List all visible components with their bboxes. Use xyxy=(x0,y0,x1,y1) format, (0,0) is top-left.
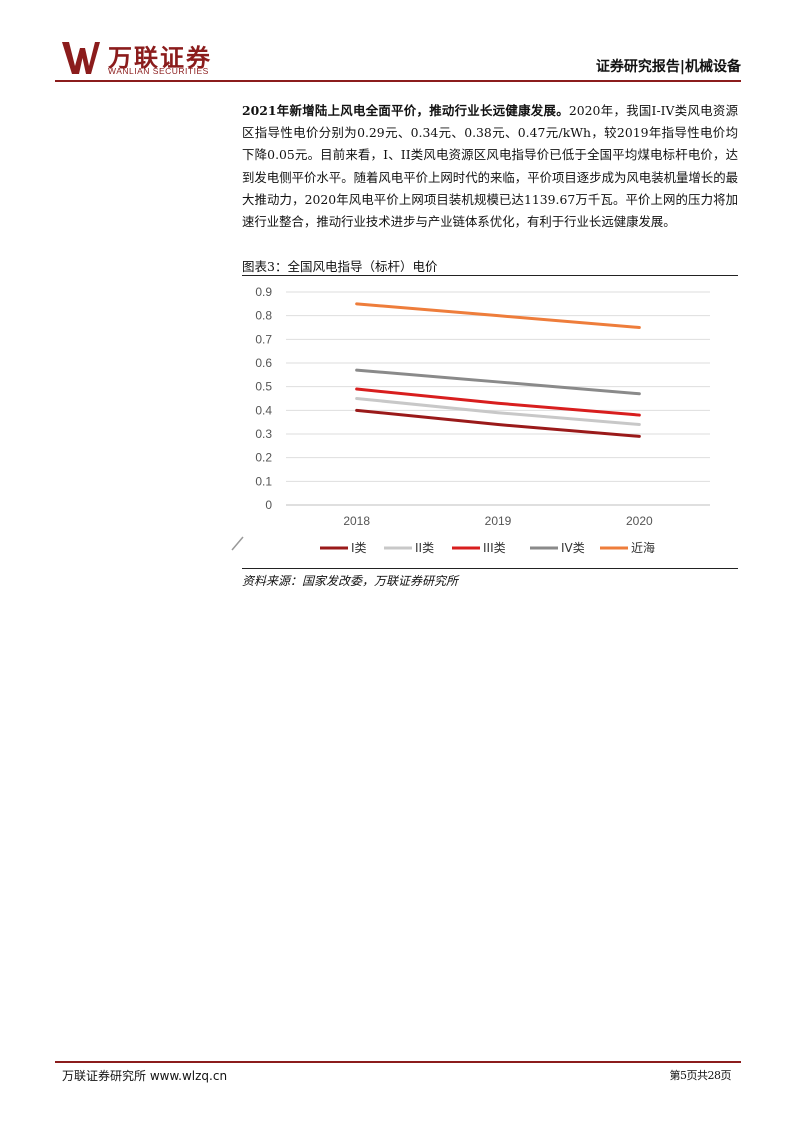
series-line xyxy=(355,387,641,417)
paragraph-text: 2020年，我国I-IV类风电资源区指导性电价分别为0.29元、0.34元、0.… xyxy=(242,103,738,230)
y-tick-label: 0.3 xyxy=(255,427,272,441)
price-line-chart: 0 0.1 0.2 0.3 0.4 0.5 0.6 0.7 0.8 0.9 2018 2019 2020… xyxy=(255,285,710,555)
figure-top-rule xyxy=(242,275,738,276)
pen-mark-icon xyxy=(231,536,244,551)
figure-title: 图表3：全国风电指导（标杆）电价 xyxy=(242,259,438,274)
x-tick-label: 2020 xyxy=(626,514,653,528)
logo-chinese-name: 万联证券 xyxy=(108,43,212,72)
x-tick-label: 2019 xyxy=(485,514,512,528)
y-tick-label: 0.6 xyxy=(255,356,272,370)
y-tick-label: 0.7 xyxy=(255,332,272,346)
y-tick-label: 0 xyxy=(265,498,272,512)
y-tick-label: 0.8 xyxy=(255,309,272,323)
report-type: 证券研究报告|机械设备 xyxy=(595,59,741,75)
page-number: 第5页共28页 xyxy=(669,1069,732,1082)
legend-label: IV类 xyxy=(561,541,585,555)
y-tick-label: 0.1 xyxy=(255,474,272,488)
legend-label: III类 xyxy=(483,541,506,555)
y-tick-label: 0.4 xyxy=(255,403,272,417)
y-tick-label: 0.2 xyxy=(255,451,272,465)
logo-english-name: WANLIAN SECURITIES xyxy=(108,66,209,76)
body-paragraph: 2021年新增陆上风电全面平价，推动行业长远健康发展。2020年，我国I-IV类… xyxy=(242,100,738,233)
y-tick-label: 0.5 xyxy=(255,380,272,394)
figure-source: 资料来源：国家发改委，万联证券研究所 xyxy=(242,574,459,588)
legend-label: 近海 xyxy=(631,540,655,555)
paragraph-lead: 2021年新增陆上风电全面平价，推动行业长远健康发展。 xyxy=(242,103,569,118)
series-line xyxy=(355,397,641,427)
y-tick-label: 0.9 xyxy=(255,285,272,299)
wanlian-logo-icon xyxy=(62,42,100,74)
figure-bottom-rule xyxy=(242,567,738,569)
figure-box: 图表3：全国风电指导（标杆）电价 0 0.1 0.2 0.3 0.4 0.5 0.6 0.7 0… xyxy=(242,256,738,569)
footer-website: 万联证券研究所 www.wlzq.cn xyxy=(62,1069,228,1083)
legend-label: II类 xyxy=(415,541,434,555)
footer-divider xyxy=(55,1061,741,1063)
legend-label: I类 xyxy=(351,541,367,555)
series-line xyxy=(355,368,641,396)
header-divider xyxy=(55,80,741,82)
x-tick-label: 2018 xyxy=(343,514,370,528)
series-line xyxy=(355,302,641,329)
series-line xyxy=(355,408,641,438)
